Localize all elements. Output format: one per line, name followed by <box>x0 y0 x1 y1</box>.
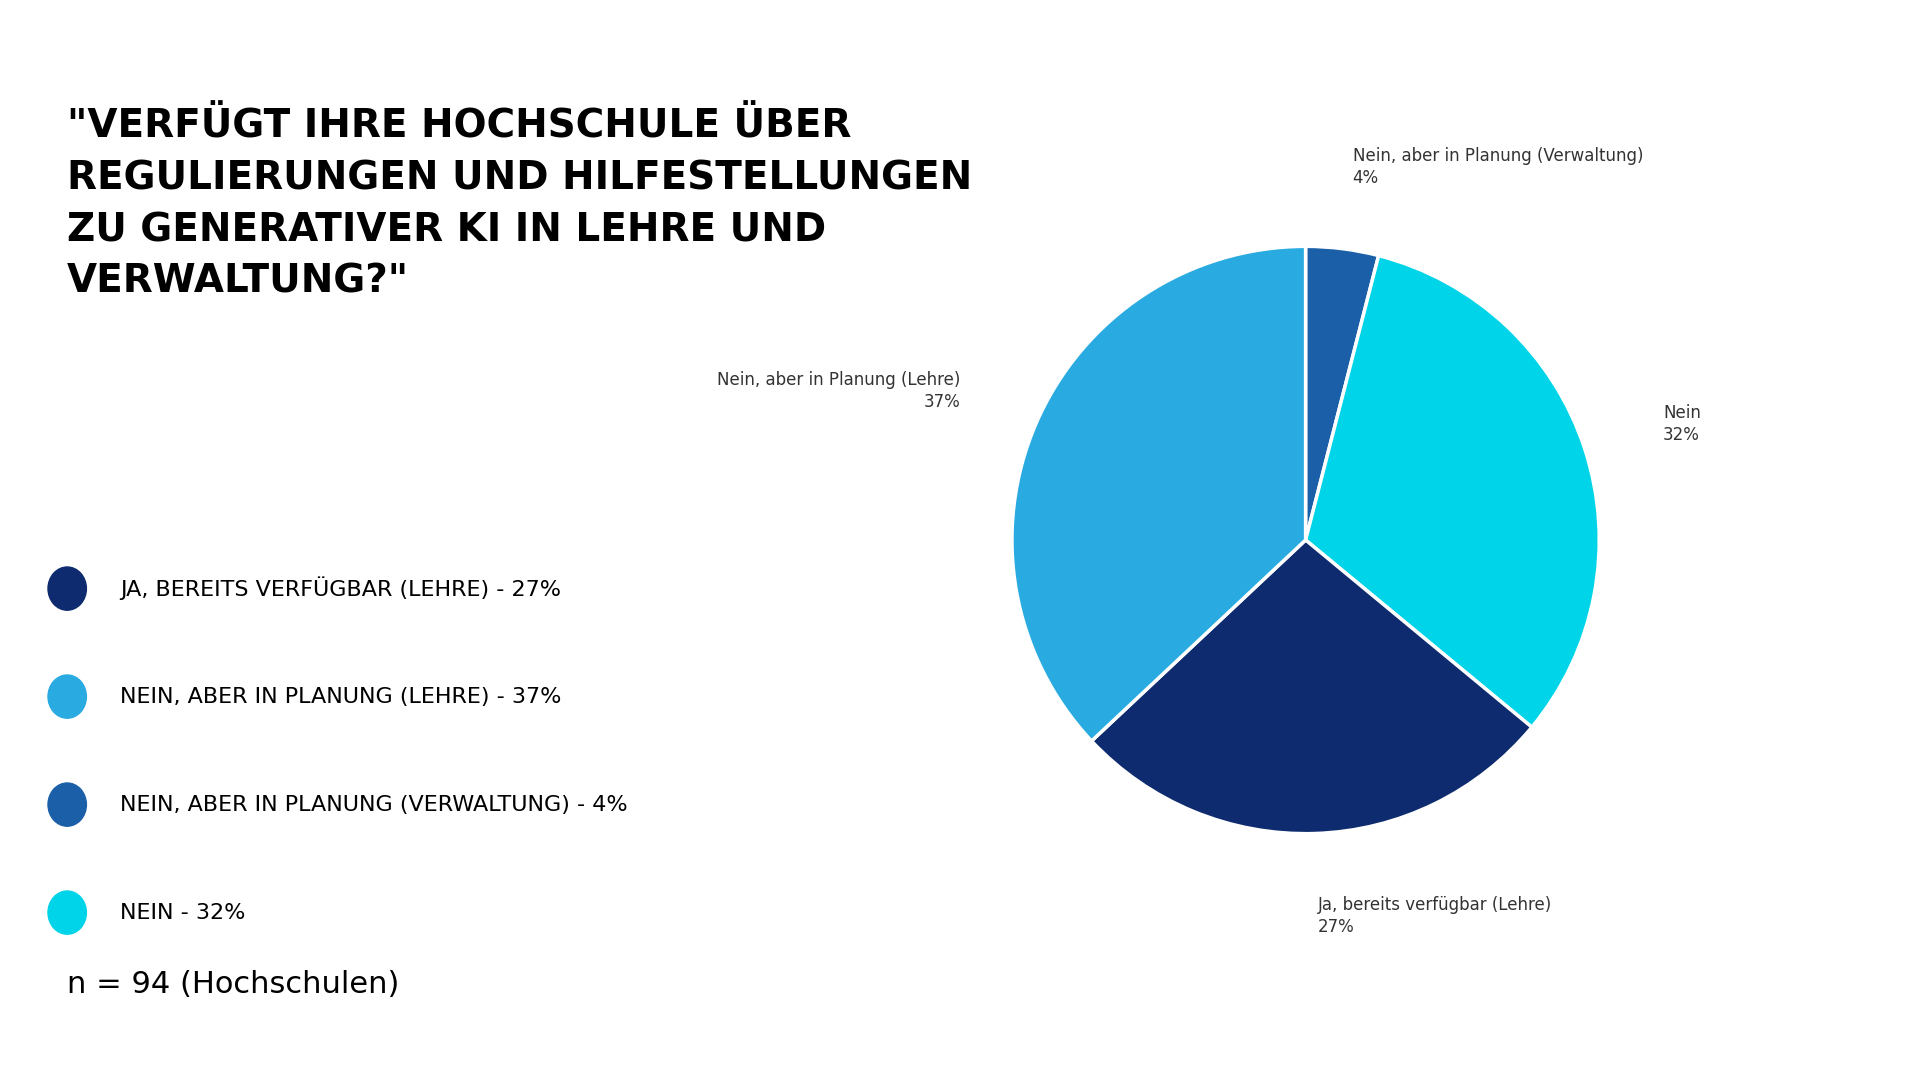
Wedge shape <box>1306 246 1379 540</box>
Text: NEIN, ABER IN PLANUNG (LEHRE) - 37%: NEIN, ABER IN PLANUNG (LEHRE) - 37% <box>119 687 561 706</box>
Text: "VERFÜGT IHRE HOCHSCHULE ÜBER
REGULIERUNGEN UND HILFESTELLUNGEN
ZU GENERATIVER K: "VERFÜGT IHRE HOCHSCHULE ÜBER REGULIERUN… <box>67 108 972 300</box>
Text: n = 94 (Hochschulen): n = 94 (Hochschulen) <box>67 970 399 999</box>
Text: NEIN, ABER IN PLANUNG (VERWALTUNG) - 4%: NEIN, ABER IN PLANUNG (VERWALTUNG) - 4% <box>119 795 628 814</box>
Text: Nein, aber in Planung (Lehre)
37%: Nein, aber in Planung (Lehre) 37% <box>718 370 960 410</box>
Wedge shape <box>1012 246 1306 741</box>
Text: NEIN - 32%: NEIN - 32% <box>119 903 246 922</box>
Circle shape <box>48 567 86 610</box>
Circle shape <box>48 891 86 934</box>
Wedge shape <box>1306 256 1599 727</box>
Text: Nein
32%: Nein 32% <box>1663 404 1701 444</box>
Circle shape <box>48 675 86 718</box>
Text: Nein, aber in Planung (Verwaltung)
4%: Nein, aber in Planung (Verwaltung) 4% <box>1354 147 1644 187</box>
Circle shape <box>48 783 86 826</box>
Text: Ja, bereits verfügbar (Lehre)
27%: Ja, bereits verfügbar (Lehre) 27% <box>1317 895 1551 935</box>
Wedge shape <box>1092 540 1532 834</box>
Text: JA, BEREITS VERFÜGBAR (LEHRE) - 27%: JA, BEREITS VERFÜGBAR (LEHRE) - 27% <box>119 577 561 600</box>
